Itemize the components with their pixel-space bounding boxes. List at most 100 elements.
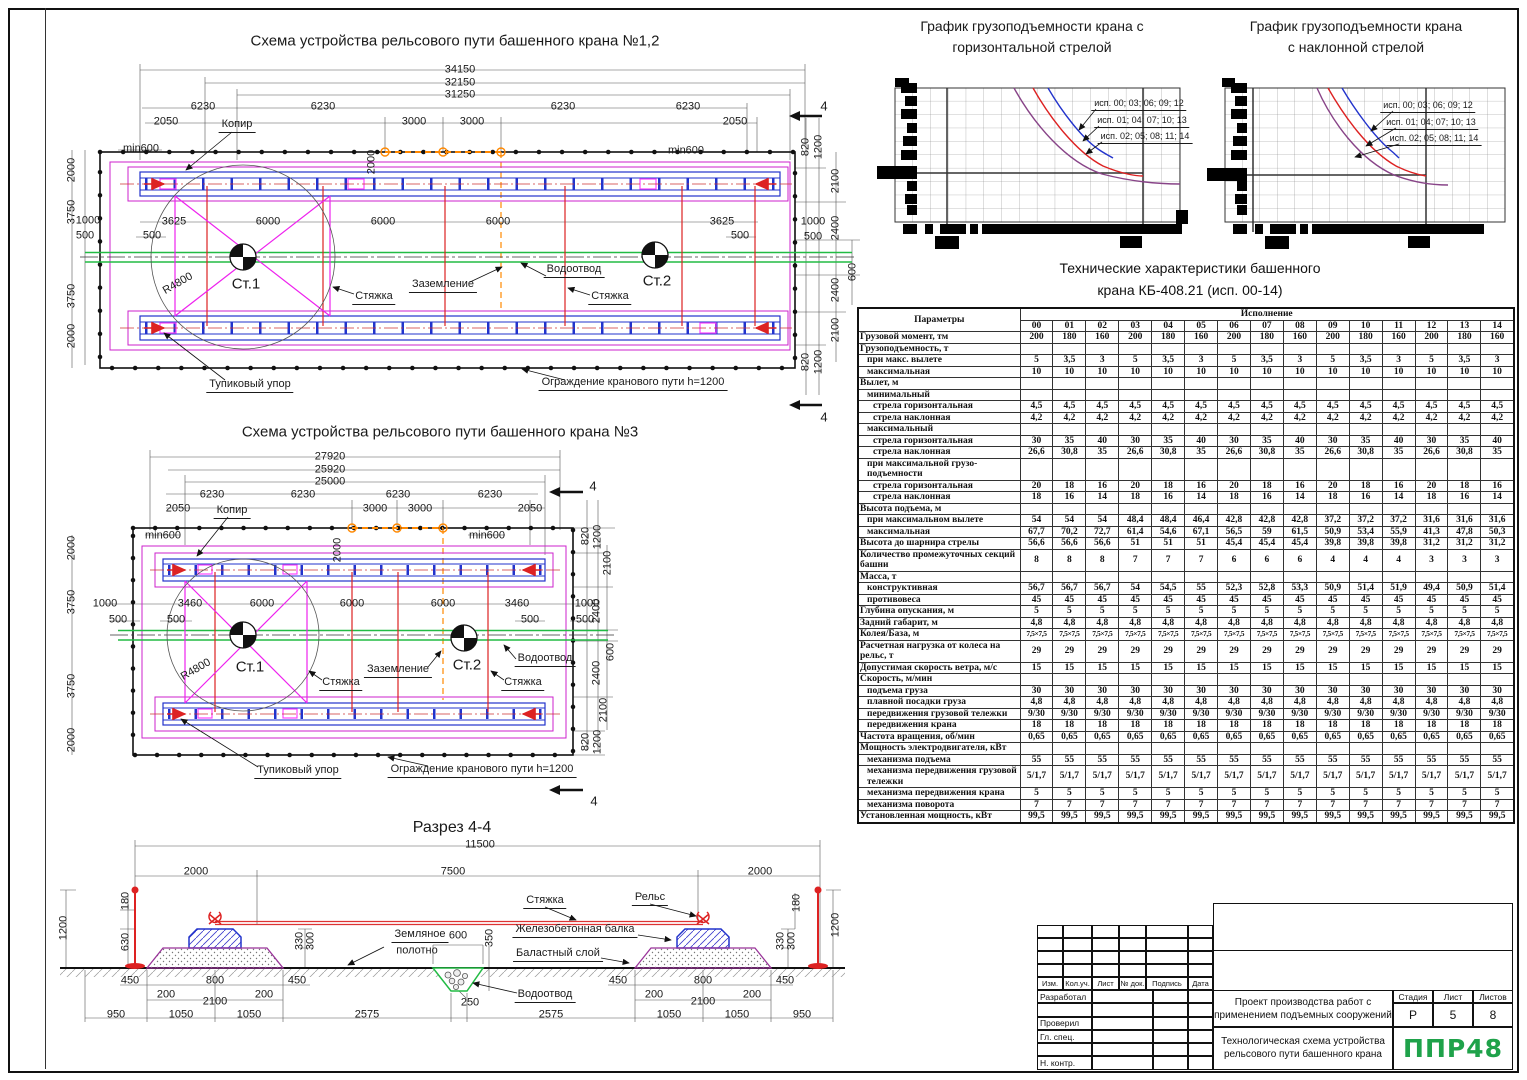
illegible-axis-tick-blobs — [1207, 78, 1484, 249]
signature-cell — [1092, 1029, 1153, 1044]
param-value-cell: 54 — [1085, 514, 1120, 527]
table-row: передвижения грузовой тележки 9/30 9/30 9/3… — [857, 707, 1515, 720]
param-value-cell: 7,5×7,5 — [1348, 628, 1383, 641]
param-value-cell: 35 — [1348, 434, 1383, 447]
param-value-cell — [1184, 673, 1219, 686]
version-column-header: 00 — [1019, 319, 1054, 332]
revision-cell — [1188, 925, 1213, 938]
param-value-cell: 9/30 — [1118, 707, 1153, 720]
param-value-cell: 30,8 — [1249, 446, 1284, 459]
param-value-cell — [1480, 377, 1515, 390]
param-value-cell: 4,5 — [1414, 400, 1449, 413]
param-value-cell — [1348, 742, 1383, 755]
table-row: Колея/База, м 7,5×7,5 7,5×7,5 7,5×7,5 7,5×7,… — [857, 628, 1515, 641]
param-value-cell: 0,65 — [1381, 730, 1416, 743]
param-value-cell: 56,5 — [1217, 525, 1251, 538]
param-value-cell: 55 — [1381, 753, 1416, 766]
param-value-cell: 10 — [1249, 365, 1284, 378]
param-value-cell: 5/1,7 — [1480, 765, 1515, 788]
param-value-cell — [1151, 342, 1186, 355]
param-value-cell: 31,2 — [1447, 537, 1482, 550]
param-value-cell: 52,3 — [1217, 582, 1251, 595]
revision-cell — [1119, 964, 1146, 977]
param-value-cell: 5/1,7 — [1282, 765, 1317, 788]
signature-cell — [1188, 1016, 1213, 1030]
param-value-cell — [1414, 457, 1449, 481]
param-value-cell: 30 — [1151, 684, 1186, 697]
param-value-cell: 16 — [1480, 479, 1515, 492]
signature-cell — [1092, 1056, 1153, 1070]
param-value-cell: 4,8 — [1480, 696, 1515, 709]
param-value-cell: 39,8 — [1315, 537, 1350, 550]
pprr48-logo: ППР48 — [1393, 1027, 1513, 1070]
param-value-cell: 9/30 — [1217, 707, 1251, 720]
version-column-header: 01 — [1052, 319, 1087, 332]
param-value-cell: 4,8 — [1249, 616, 1284, 629]
param-value-cell: 9/30 — [1480, 707, 1515, 720]
param-value-cell: 5 — [1315, 787, 1350, 800]
revision-cell — [1119, 925, 1146, 938]
param-label: Грузовой момент, тм — [857, 331, 1021, 344]
param-value-cell: 5/1,7 — [1217, 765, 1251, 788]
revision-cell — [1037, 938, 1063, 951]
param-value-cell: 55 — [1184, 582, 1219, 595]
param-value-cell: 4,8 — [1019, 696, 1054, 709]
param-value-cell — [1118, 342, 1153, 355]
param-value-cell: 5 — [1249, 787, 1284, 800]
signature-cell — [1188, 1043, 1213, 1057]
signature-cell — [1092, 990, 1153, 1004]
param-value-cell — [1019, 377, 1054, 390]
param-label: механизма поворота — [857, 798, 1021, 811]
param-label: стрела наклонная — [857, 491, 1021, 504]
param-label: Колея/База, м — [857, 628, 1021, 641]
param-value-cell: 10 — [1052, 365, 1087, 378]
param-label: стрела горизонтальная — [857, 479, 1021, 492]
param-value-cell — [1118, 423, 1153, 436]
param-value-cell — [1315, 673, 1350, 686]
param-value-cell — [1085, 377, 1120, 390]
param-value-cell: 99,5 — [1184, 810, 1219, 823]
param-value-cell — [1348, 388, 1383, 401]
param-value-cell: 99,5 — [1447, 810, 1482, 823]
param-value-cell: 49,4 — [1414, 582, 1449, 595]
param-value-cell: 51,4 — [1348, 582, 1383, 595]
param-value-cell: 45 — [1085, 593, 1120, 606]
param-value-cell: 37,2 — [1348, 514, 1383, 527]
param-label: передвижения крана — [857, 719, 1021, 732]
param-value-cell: 7 — [1282, 798, 1317, 811]
param-value-cell: 18 — [1447, 479, 1482, 492]
revision-cell — [1146, 951, 1188, 964]
param-value-cell: 5 — [1282, 787, 1317, 800]
signature-cell — [1153, 1003, 1188, 1017]
param-value-cell: 30 — [1348, 684, 1383, 697]
revision-cell — [1092, 964, 1119, 977]
param-value-cell: 53,4 — [1348, 525, 1383, 538]
param-label: механизма передвижения грузовой тележки — [857, 765, 1021, 788]
scheme12-drawing — [71, 64, 860, 410]
param-value-cell: 5 — [1019, 354, 1054, 367]
param-value-cell: 200 — [1315, 331, 1350, 344]
param-value-cell: 55 — [1447, 753, 1482, 766]
param-value-cell: 99,5 — [1348, 810, 1383, 823]
param-value-cell: 0,65 — [1118, 730, 1153, 743]
param-value-cell — [1447, 388, 1482, 401]
param-value-cell: 18 — [1217, 491, 1251, 504]
param-value-cell: 15 — [1315, 661, 1350, 674]
param-label: противовеса — [857, 593, 1021, 606]
param-value-cell: 4,8 — [1282, 616, 1317, 629]
param-label: минимальный — [857, 388, 1021, 401]
param-value-cell: 10 — [1019, 365, 1054, 378]
param-value-cell: 9/30 — [1249, 707, 1284, 720]
param-value-cell: 59 — [1249, 525, 1284, 538]
param-value-cell — [1447, 423, 1482, 436]
param-value-cell: 5/1,7 — [1019, 765, 1054, 788]
param-value-cell: 31,6 — [1447, 514, 1482, 527]
revision-cell — [1188, 964, 1213, 977]
param-value-cell: 8 — [1052, 548, 1087, 572]
param-value-cell: 4,8 — [1085, 696, 1120, 709]
param-value-cell: 14 — [1381, 491, 1416, 504]
param-value-cell: 29 — [1184, 639, 1219, 663]
param-value-cell — [1414, 570, 1449, 583]
param-value-cell: 5/1,7 — [1381, 765, 1416, 788]
